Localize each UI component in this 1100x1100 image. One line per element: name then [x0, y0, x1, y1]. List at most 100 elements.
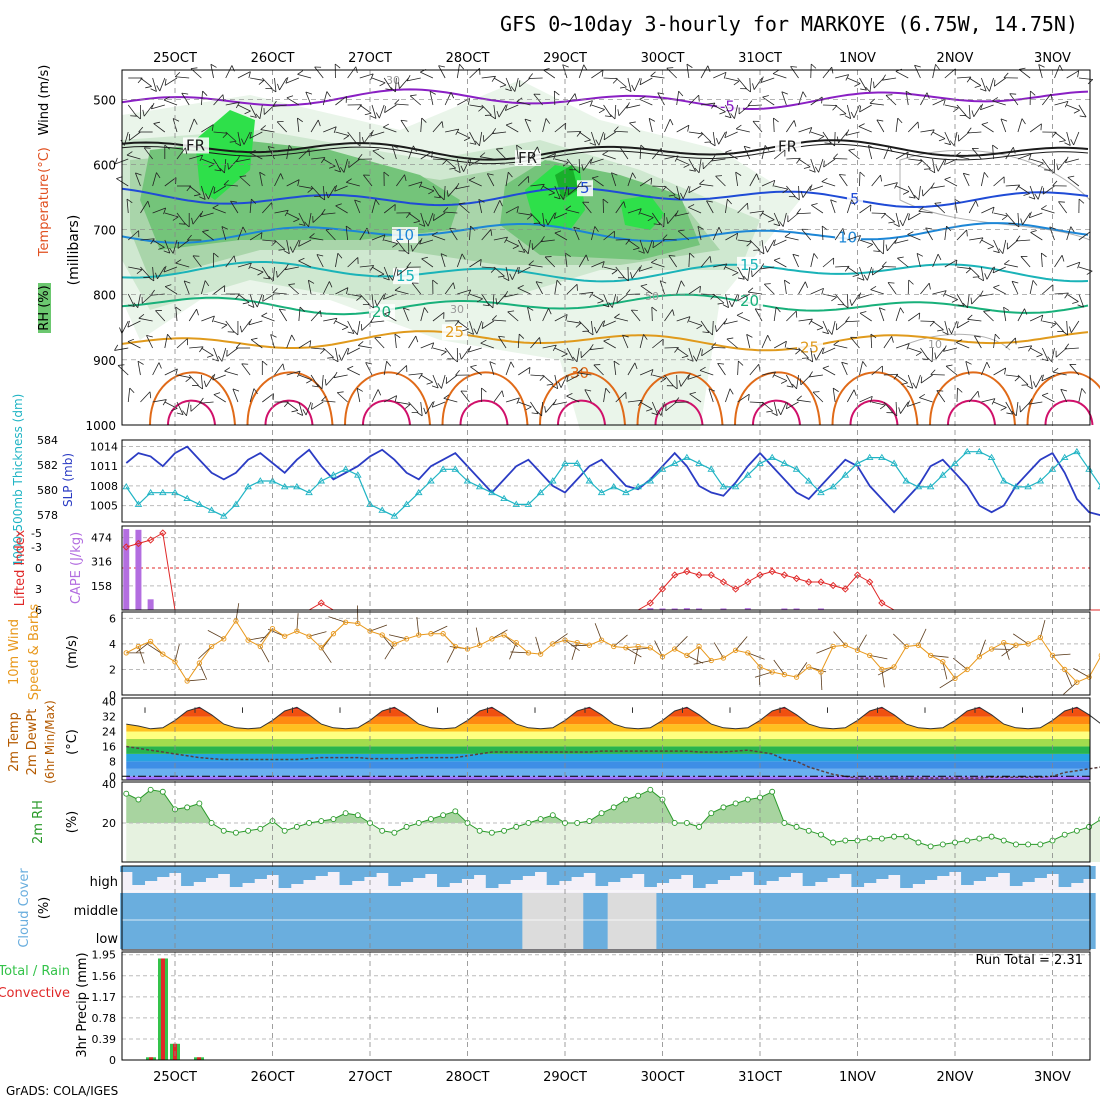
wind-barb-flag	[410, 94, 417, 97]
wind-barb	[420, 118, 423, 133]
wind-barb-flag	[163, 207, 167, 215]
li-point	[646, 599, 654, 607]
cloud-mid	[583, 893, 596, 949]
wind-barb	[554, 158, 569, 163]
wind-barb	[883, 182, 898, 187]
wind-barb	[780, 401, 787, 415]
wind-barb	[869, 102, 884, 106]
thickness-point	[987, 453, 996, 461]
wind-barb	[224, 370, 239, 376]
wind-barb	[895, 307, 901, 322]
wind-barb	[932, 98, 946, 106]
slp-thickness-panel	[122, 445, 1100, 519]
wind-barb	[188, 374, 199, 386]
wind-barb-flag	[298, 257, 305, 262]
wind-barb	[969, 237, 984, 241]
wind-barb-flag	[510, 361, 515, 368]
wind-barb	[307, 280, 312, 295]
wind-barb-flag	[759, 263, 765, 270]
wind-barb	[1017, 374, 1029, 386]
li-point	[719, 578, 728, 586]
rh2m-ylabel: 2m RH	[31, 800, 46, 844]
li-point	[841, 585, 849, 593]
rh2m-point	[415, 820, 422, 826]
temp-tick: 16	[102, 740, 116, 753]
cloud-high	[619, 866, 633, 878]
wind-barb	[614, 104, 617, 120]
wind-barb-flag	[163, 265, 167, 273]
wind-barb	[394, 77, 397, 92]
cloud-mid-clear	[546, 893, 560, 949]
wind-barb-flag	[369, 265, 375, 272]
wind10-point	[732, 647, 739, 653]
wind-barb	[664, 119, 671, 133]
wind-barb	[934, 202, 946, 214]
wind-barb-flag	[680, 280, 685, 287]
wind-barb-flag	[786, 385, 794, 388]
isotherm-label-bg	[737, 256, 763, 273]
wind-barb	[406, 77, 421, 82]
wind-barb-flag	[859, 171, 866, 177]
wind-barb-flag	[415, 335, 419, 343]
cloud-mid	[473, 893, 487, 949]
wind-barb-flag	[248, 262, 252, 270]
wind-barb-flag	[724, 131, 728, 138]
wind-barb	[468, 347, 482, 353]
wind-barb	[615, 77, 627, 88]
wind-barb	[1035, 374, 1043, 388]
wind-barb-flag	[227, 162, 229, 170]
wind-barb-flag	[924, 168, 931, 170]
wind-barb	[285, 77, 300, 84]
wind-barb-flag	[957, 387, 963, 393]
wind-barb	[919, 397, 933, 403]
isotherm-label: 5	[850, 190, 860, 208]
wind-barb	[126, 199, 129, 214]
wind-barb-flag	[114, 157, 118, 165]
wind-barb	[723, 320, 738, 325]
wind-barb-flag	[509, 273, 513, 280]
wind-barb	[944, 226, 947, 241]
wind-barb-flag	[865, 86, 871, 93]
wind-barb	[688, 158, 697, 172]
wind-barb-flag	[403, 307, 410, 311]
temp-ylabel: 2m Temp	[7, 712, 22, 772]
wind-barb-flag	[504, 104, 508, 111]
wind-barb	[335, 347, 339, 362]
wind-barb-flag	[1028, 398, 1033, 405]
wind-barb-flag	[1028, 211, 1032, 218]
wind-barb-flag	[844, 266, 850, 272]
isotherm-35-arc	[362, 399, 411, 426]
wind-barb-flag	[507, 171, 513, 178]
wind-barb-flag	[994, 79, 996, 87]
wind-barb-flag	[367, 303, 374, 309]
wind-barb-flag	[213, 392, 221, 395]
cloud-mid	[705, 893, 718, 949]
wind-barb	[631, 309, 641, 322]
wind-barb-flag	[150, 238, 155, 245]
rh2m-point	[1037, 841, 1044, 848]
wind-barb	[153, 123, 166, 133]
wind-barb	[297, 73, 312, 79]
wind-barb	[1066, 226, 1072, 241]
rh2m-point	[525, 820, 532, 826]
wind-barb	[711, 346, 726, 349]
wind-barb-flag	[944, 176, 951, 180]
wind-barb	[542, 185, 555, 194]
wind-barb-flag	[525, 406, 532, 411]
wind-barb-10m	[816, 646, 834, 654]
wind-barb-flag	[375, 112, 380, 119]
wind10-point	[781, 671, 788, 678]
cloud-high	[168, 866, 182, 873]
wind10-ylabel2: Speed & Barbs	[27, 604, 42, 701]
wind-barb-flag	[951, 299, 958, 303]
wind-barb	[347, 257, 359, 268]
wind-barb	[420, 342, 434, 349]
wind-barb-flag	[608, 302, 613, 308]
wind10-point	[342, 619, 349, 625]
wind-barb-flag	[370, 73, 374, 80]
wind-barb-flag	[1081, 388, 1087, 394]
wind-barb-flag	[235, 342, 241, 349]
wind-barb	[810, 347, 814, 362]
wind-barb	[117, 365, 129, 376]
wind-barb	[356, 388, 361, 403]
